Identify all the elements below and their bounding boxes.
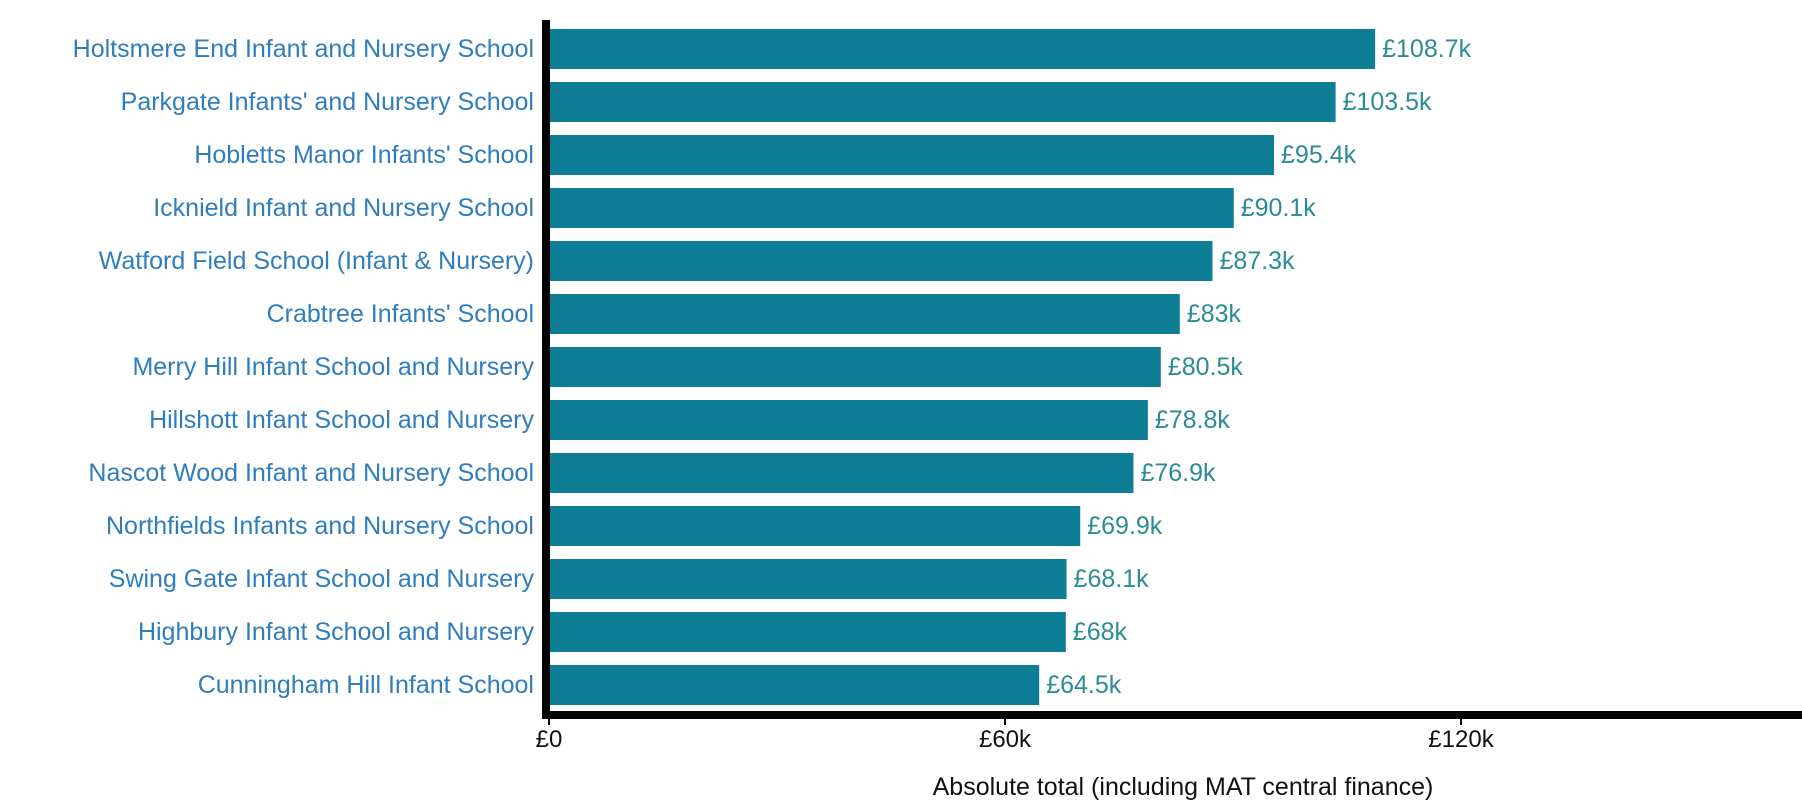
bar[interactable] bbox=[549, 559, 1067, 599]
category-label: Icknield Infant and Nursery School bbox=[153, 194, 534, 222]
category-label: Parkgate Infants' and Nursery School bbox=[121, 88, 534, 116]
bar[interactable] bbox=[549, 294, 1180, 334]
category-label: Crabtree Infants' School bbox=[267, 300, 534, 328]
bar[interactable] bbox=[549, 135, 1275, 175]
bar[interactable] bbox=[549, 453, 1134, 493]
category-label: Watford Field School (Infant & Nursery) bbox=[99, 247, 534, 275]
axes bbox=[542, 20, 1802, 719]
category-label: Hobletts Manor Infants' School bbox=[194, 141, 534, 169]
data-label: £83k bbox=[1187, 300, 1242, 328]
bar[interactable] bbox=[549, 612, 1066, 652]
data-label: £76.9k bbox=[1140, 459, 1216, 487]
data-label: £103.5k bbox=[1343, 88, 1432, 116]
data-label: £108.7k bbox=[1382, 35, 1471, 63]
data-label: £64.5k bbox=[1046, 671, 1122, 699]
data-label: £68.1k bbox=[1074, 565, 1150, 593]
bar[interactable] bbox=[549, 82, 1336, 122]
category-label: Hillshott Infant School and Nursery bbox=[149, 406, 534, 434]
category-label: Swing Gate Infant School and Nursery bbox=[109, 565, 535, 593]
category-label: Holtsmere End Infant and Nursery School bbox=[73, 35, 534, 63]
bar[interactable] bbox=[549, 665, 1040, 705]
x-tick-label: £0 bbox=[536, 726, 563, 753]
x-tick-label: £60k bbox=[979, 726, 1032, 753]
data-label: £68k bbox=[1073, 618, 1128, 646]
category-label: Northfields Infants and Nursery School bbox=[106, 512, 534, 540]
bar[interactable] bbox=[549, 347, 1161, 387]
category-label: Nascot Wood Infant and Nursery School bbox=[88, 459, 534, 487]
category-labels: Holtsmere End Infant and Nursery School P… bbox=[73, 35, 535, 699]
bar[interactable] bbox=[549, 188, 1234, 228]
category-label: Cunningham Hill Infant School bbox=[198, 671, 534, 699]
x-tick-label: £120k bbox=[1428, 726, 1494, 753]
category-label: Merry Hill Infant School and Nursery bbox=[132, 353, 534, 381]
data-label: £90.1k bbox=[1241, 194, 1317, 222]
bar[interactable] bbox=[549, 29, 1376, 69]
bars-layer bbox=[549, 29, 1376, 705]
data-label: £95.4k bbox=[1281, 141, 1357, 169]
x-axis-title: Absolute total (including MAT central fi… bbox=[933, 773, 1434, 801]
data-label: £87.3k bbox=[1219, 247, 1295, 275]
data-label: £78.8k bbox=[1155, 406, 1231, 434]
data-label: £80.5k bbox=[1168, 353, 1244, 381]
bar[interactable] bbox=[549, 506, 1081, 546]
x-ticks: £0 £60k £120k bbox=[536, 715, 1495, 753]
bar[interactable] bbox=[549, 400, 1148, 440]
category-label: Highbury Infant School and Nursery bbox=[138, 618, 535, 646]
bar[interactable] bbox=[549, 241, 1213, 281]
data-labels: £108.7k £103.5k £95.4k £90.1k £87.3k £83k £80.… bbox=[1046, 35, 1471, 699]
data-label: £69.9k bbox=[1087, 512, 1163, 540]
